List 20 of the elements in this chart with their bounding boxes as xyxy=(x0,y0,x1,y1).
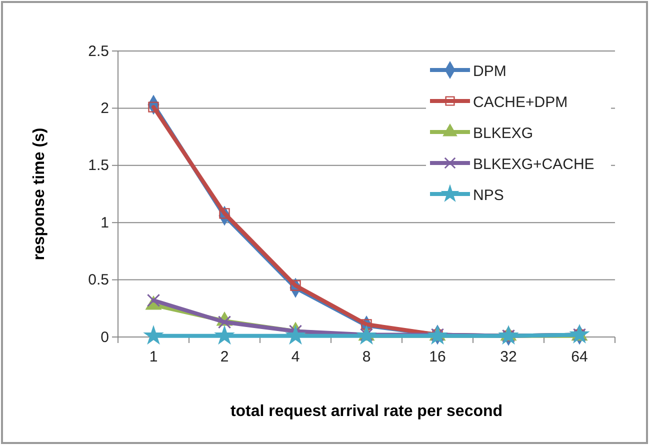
x-tick-label: 32 xyxy=(500,348,517,366)
legend-label: NPS xyxy=(473,187,504,204)
y-tick-label: 2 xyxy=(100,100,109,117)
legend-label: DPM xyxy=(473,63,506,80)
y-axis-title: response time (s) xyxy=(31,128,48,260)
x-tick-label: 8 xyxy=(362,348,371,366)
x-tick-label: 1 xyxy=(149,348,158,366)
x-axis-title: total request arrival rate per second xyxy=(230,403,503,420)
x-tick-label: 4 xyxy=(291,348,300,366)
x-tick-label: 16 xyxy=(429,348,446,366)
y-tick-label: 0 xyxy=(100,328,109,346)
x-tick-label: 2 xyxy=(220,348,229,366)
x-tick-label: 64 xyxy=(571,348,588,366)
y-tick-label: 1.5 xyxy=(88,157,109,174)
legend-label: CACHE+DPM xyxy=(473,94,568,111)
y-tick-label: 0.5 xyxy=(88,272,109,289)
legend-label: BLKEXG+CACHE xyxy=(473,156,594,173)
y-tick-label: 2.5 xyxy=(88,42,109,60)
y-tick-label: 1 xyxy=(100,214,109,232)
legend-label: BLKEXG xyxy=(473,125,534,142)
